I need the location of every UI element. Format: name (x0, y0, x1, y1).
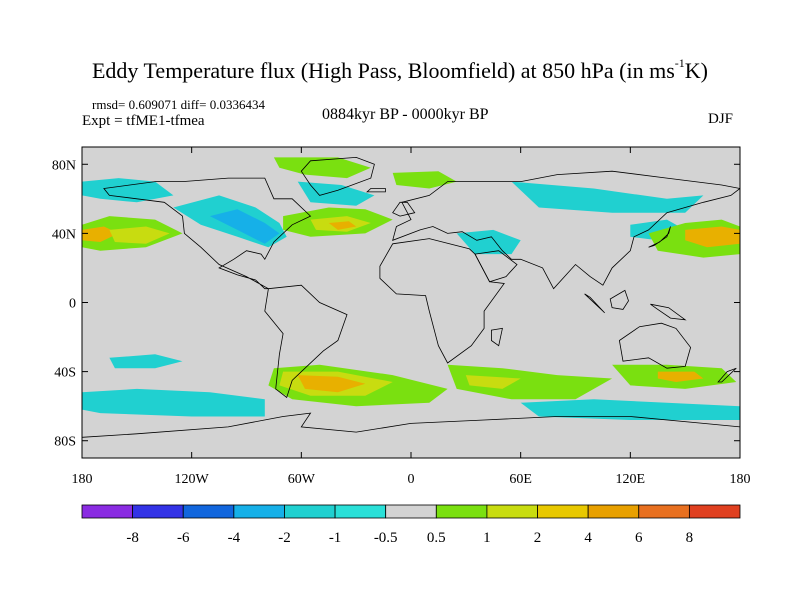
coastline-australia (618, 322, 692, 369)
coastline-uk-ireland (392, 201, 416, 217)
colorbar-swatch (587, 504, 640, 519)
coastline-north-america (103, 177, 312, 290)
colorbar: -8 -6 -4 -2 -1 -0.5 0.5 1 2 4 6 8 (81, 504, 741, 546)
anomaly-south-atlantic-core-4 (297, 375, 366, 393)
anomaly-south-pacific-cyan (109, 354, 183, 369)
y-tick-label: 40N (52, 227, 76, 242)
x-tick-label: 60W (288, 472, 316, 487)
anomaly-north-pacific-east-core (685, 226, 740, 248)
colorbar-swatch (435, 504, 488, 519)
y-tick-label: 80S (54, 435, 76, 450)
colorbar-swatch (334, 504, 387, 519)
anomaly-north-pacific-cyan (82, 178, 174, 203)
axis-ticks: 80N 40N 0 40S 80S 180 120W 60W 0 60E 120E 180 (52, 147, 751, 487)
season-label: DJF (708, 111, 734, 127)
colorbar-swatch (182, 504, 235, 519)
anomaly-southern-ocean-cyan-west (82, 388, 265, 417)
x-tick-label: 60E (509, 472, 532, 487)
colorbar-swatch (688, 504, 741, 519)
colorbar-label: -8 (126, 530, 139, 546)
colorbar-label: 6 (635, 530, 643, 546)
experiment-label: Expt = tfME1-tfmea (82, 113, 205, 129)
coastline-madagascar (490, 327, 503, 347)
colorbar-swatch (132, 504, 184, 519)
colorbar-label: -0.5 (374, 530, 398, 546)
colorbar-label: -4 (228, 530, 241, 546)
colorbar-swatch (537, 504, 589, 519)
y-tick-label: 40S (54, 366, 76, 381)
colorbar-label: -6 (177, 530, 190, 546)
coastline-eurasia (392, 170, 740, 290)
anomaly-layer (82, 157, 740, 420)
colorbar-swatch (638, 504, 690, 519)
colorbar-label: 4 (584, 530, 592, 546)
colorbar-label: -1 (329, 530, 342, 546)
x-tick-label: 180 (730, 472, 751, 487)
x-tick-label: 120E (616, 472, 646, 487)
coastline-greenland (300, 156, 375, 196)
coastline-arabia (474, 250, 518, 283)
anomaly-north-atlantic-core-4 (328, 221, 357, 230)
coastline-indonesia-sumatra (584, 293, 605, 314)
anomaly-greenland-positive (273, 157, 371, 179)
colorbar-swatch (486, 504, 538, 519)
coastline-indonesia-borneo (609, 289, 629, 310)
coastline-new-guinea (650, 303, 687, 321)
period-label: 0884kyr BP - 0000kyr BP (322, 106, 489, 123)
coastline-new-zealand (717, 367, 737, 383)
coastline-africa (379, 238, 505, 364)
coastline-layer (82, 156, 740, 458)
anomaly-south-indian-core (465, 375, 521, 389)
coastline-japan (648, 226, 671, 248)
coastline-south-america (264, 284, 348, 399)
coastline-iceland (366, 188, 386, 193)
anomaly-australia-south-core (657, 371, 704, 382)
anomaly-middle-east-cyan (456, 229, 521, 255)
anomaly-antarctic-cyan-east (520, 399, 740, 420)
x-tick-label: 120W (175, 472, 210, 487)
anomaly-arctic-norway-positive (392, 171, 457, 189)
plot-title: Eddy Temperature flux (High Pass, Bloomf… (91, 55, 708, 83)
anomaly-north-atlantic-cyan (297, 181, 375, 206)
y-tick-label: 0 (69, 297, 76, 312)
colorbar-label: 1 (483, 530, 491, 546)
colorbar-swatch (233, 504, 285, 519)
stats-text: rmsd= 0.609071 diff= 0.0336434 (92, 97, 265, 112)
anomaly-north-pacific-mid-core (109, 226, 170, 244)
colorbar-swatch (385, 504, 437, 519)
anomaly-east-asia-cyan (630, 219, 686, 241)
anomaly-north-america-blue (209, 209, 280, 244)
colorbar-label: 8 (686, 530, 694, 546)
anomaly-south-indian-positive (447, 364, 613, 400)
colorbar-label: 2 (534, 530, 542, 546)
colorbar-swatch (284, 504, 336, 519)
x-tick-label: 0 (408, 472, 415, 487)
y-tick-label: 80N (52, 158, 76, 173)
colorbar-label: -2 (278, 530, 291, 546)
anomaly-siberia-cyan (511, 181, 704, 213)
coastline-antarctica (82, 412, 740, 458)
colorbar-swatch (81, 504, 134, 519)
x-tick-label: 180 (72, 472, 93, 487)
anomaly-north-pacific-west-core (82, 226, 119, 242)
colorbar-label: 0.5 (427, 530, 446, 546)
